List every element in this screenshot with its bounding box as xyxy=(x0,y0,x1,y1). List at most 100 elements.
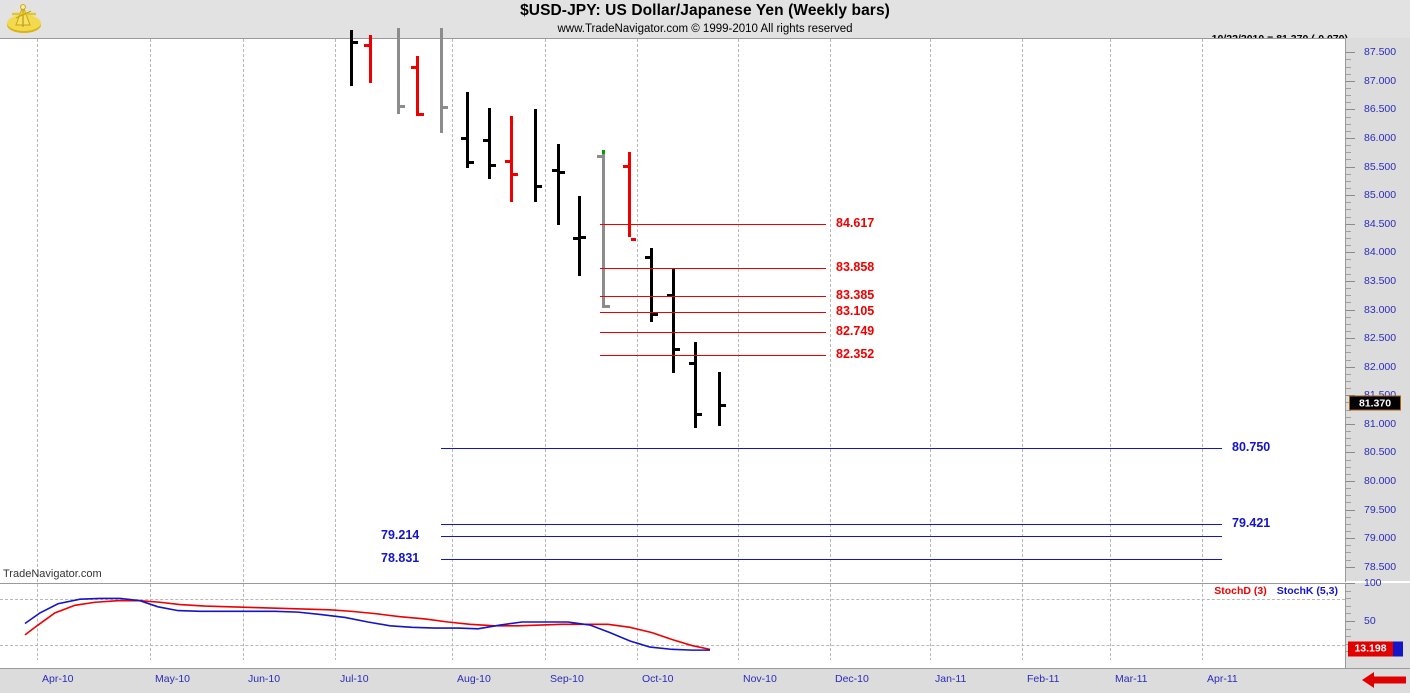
axis-tick-minor xyxy=(1346,116,1351,118)
price-level-line[interactable] xyxy=(600,332,826,333)
last-price-marker: 81.370 xyxy=(1349,395,1401,411)
price-level-line[interactable] xyxy=(600,355,826,356)
price-axis-scale[interactable]: 87.500 87.000 86.500 86.000 85.500 85.000 84.5… xyxy=(1345,38,1410,581)
axis-tick-minor xyxy=(1346,88,1351,89)
axis-tick-minor xyxy=(1346,552,1351,554)
ohlc-bar xyxy=(397,27,400,114)
axis-tick-minor xyxy=(1346,180,1351,182)
price-level-line[interactable] xyxy=(600,268,826,269)
date-axis-label: Sep-10 xyxy=(550,673,584,685)
price-axis-label: 83.500 xyxy=(1364,274,1397,287)
axis-tick xyxy=(1346,538,1355,540)
indicator-line xyxy=(24,597,710,651)
date-axis-label: Nov-10 xyxy=(743,673,777,685)
ohlc-close-tick xyxy=(353,40,358,44)
price-level-label: 79.421 xyxy=(1232,516,1271,530)
gridline-vertical xyxy=(1110,584,1111,661)
price-level-line[interactable] xyxy=(600,224,826,225)
price-axis-label: 85.000 xyxy=(1364,189,1397,202)
ohlc-close-tick xyxy=(631,238,636,242)
ohlc-bar xyxy=(534,109,537,202)
gridline-vertical xyxy=(37,584,38,661)
ohlc-open-tick xyxy=(505,159,510,163)
indicator-line xyxy=(24,599,711,651)
axis-tick-minor xyxy=(1346,628,1351,630)
ohlc-bar xyxy=(694,341,697,428)
ohlc-bar xyxy=(488,107,491,180)
date-axis-label: Jul-10 xyxy=(340,673,369,685)
price-axis-label: 80.000 xyxy=(1364,474,1397,487)
axis-tick-minor xyxy=(1346,516,1351,518)
axis-tick-minor xyxy=(1346,430,1351,432)
date-axis-label: Aug-10 xyxy=(457,673,491,685)
stoch-value-marker-tail xyxy=(1393,641,1403,657)
price-level-line[interactable] xyxy=(441,524,1222,525)
gridline-vertical xyxy=(1110,39,1111,582)
axis-tick-minor xyxy=(1346,530,1351,532)
gridline-vertical xyxy=(335,39,336,582)
axis-tick-minor xyxy=(1346,295,1351,297)
axis-tick xyxy=(1346,621,1355,622)
axis-tick-minor xyxy=(1346,345,1351,347)
gridline-vertical xyxy=(452,39,453,582)
gridline-vertical xyxy=(335,584,336,661)
price-axis-label: 82.000 xyxy=(1364,360,1397,373)
axis-tick-minor xyxy=(1346,359,1351,361)
axis-tick-minor xyxy=(1346,613,1351,615)
price-axis-label: 85.500 xyxy=(1364,160,1397,173)
ohlc-close-tick xyxy=(605,304,610,308)
price-level-line[interactable] xyxy=(600,312,826,313)
axis-tick-minor xyxy=(1346,495,1351,497)
ohlc-close-tick xyxy=(560,171,565,175)
date-axis-label: Dec-10 xyxy=(835,673,869,685)
ohlc-bar xyxy=(718,372,721,426)
price-level-line[interactable] xyxy=(441,448,1222,449)
bar-high-marker xyxy=(602,150,605,155)
ohlc-close-tick xyxy=(400,105,405,109)
ohlc-bar xyxy=(466,92,469,168)
stochastic-pane[interactable] xyxy=(0,583,1346,661)
gridline-vertical xyxy=(243,584,244,661)
price-axis-label: 81.000 xyxy=(1364,417,1397,430)
price-level-line[interactable] xyxy=(441,559,1222,560)
axis-tick xyxy=(1346,80,1355,82)
axis-tick-minor xyxy=(1346,216,1351,218)
gridline-vertical xyxy=(930,39,931,582)
stoch-axis-scale[interactable]: 100 50 13.198 xyxy=(1345,577,1410,660)
page-title: $USD-JPY: US Dollar/Japanese Yen (Weekly… xyxy=(520,2,890,19)
axis-tick-minor xyxy=(1346,266,1351,268)
gridline-vertical xyxy=(243,39,244,582)
date-axis-label: Feb-11 xyxy=(1027,673,1060,685)
scroll-left-arrow-icon[interactable] xyxy=(1360,670,1408,690)
ohlc-close-tick xyxy=(721,403,726,407)
price-level-line[interactable] xyxy=(600,296,826,297)
price-chart-pane[interactable] xyxy=(0,27,1346,582)
gridline-vertical xyxy=(637,39,638,582)
axis-tick-minor xyxy=(1346,473,1351,475)
ohlc-close-tick xyxy=(419,113,424,117)
axis-tick-minor xyxy=(1346,545,1351,547)
axis-tick-minor xyxy=(1346,502,1351,504)
axis-tick-minor xyxy=(1346,380,1351,382)
axis-tick-minor xyxy=(1346,416,1351,418)
axis-tick-minor xyxy=(1346,373,1351,375)
axis-tick-minor xyxy=(1346,123,1351,125)
axis-tick-minor xyxy=(1346,259,1351,261)
date-axis-scale[interactable]: Apr-10 May-10 Jun-10 Jul-10 Aug-10 Sep-10 Oct-… xyxy=(0,668,1410,693)
axis-tick-minor xyxy=(1346,173,1351,175)
price-axis-label: 86.000 xyxy=(1364,132,1397,145)
gridline-vertical xyxy=(637,584,638,661)
price-level-label: 83.858 xyxy=(836,260,875,274)
ohlc-bar xyxy=(672,269,675,374)
ohlc-open-tick xyxy=(573,237,578,241)
ohlc-bar xyxy=(650,247,653,322)
price-level-line[interactable] xyxy=(441,536,1222,537)
price-axis-label: 79.000 xyxy=(1364,532,1397,545)
ohlc-bar xyxy=(350,30,353,87)
axis-tick-minor xyxy=(1346,66,1351,68)
price-level-label: 83.385 xyxy=(836,288,875,302)
axis-tick-minor xyxy=(1346,159,1351,161)
ohlc-open-tick xyxy=(667,294,672,298)
stochd-legend-label: StochD (3) xyxy=(1214,585,1267,597)
price-level-label: 80.750 xyxy=(1232,440,1271,454)
